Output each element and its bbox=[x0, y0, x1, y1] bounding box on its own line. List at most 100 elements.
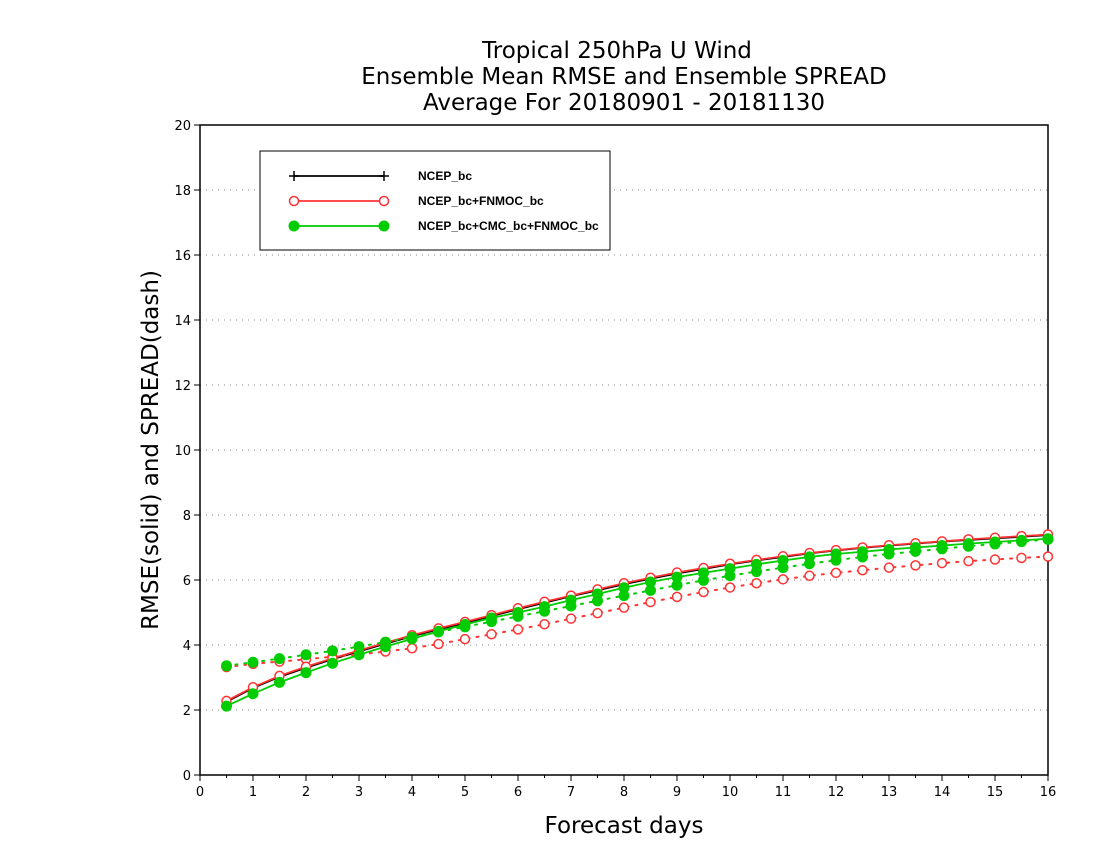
rmse-point bbox=[406, 633, 418, 645]
series-layer bbox=[221, 529, 1054, 712]
rmse-point bbox=[910, 542, 921, 553]
x-tick-label: 13 bbox=[881, 785, 898, 800]
x-tick-label: 5 bbox=[461, 785, 469, 800]
title-line-2: Ensemble Mean RMSE and Ensemble SPREAD bbox=[361, 64, 886, 90]
y-axis-label: RMSE(solid) and SPREAD(dash) bbox=[138, 270, 164, 630]
y-tick-label: 2 bbox=[183, 704, 191, 719]
legend-marker bbox=[379, 171, 389, 181]
spread-point bbox=[910, 560, 921, 571]
spread-point bbox=[989, 554, 1001, 565]
legend-marker bbox=[288, 220, 300, 232]
x-tick-label: 10 bbox=[722, 785, 739, 800]
rmse-point bbox=[645, 576, 656, 588]
rmse-line bbox=[226, 537, 1049, 707]
y-tick-label: 12 bbox=[174, 379, 191, 394]
spread-line bbox=[225, 538, 1049, 667]
rmse-point bbox=[777, 555, 789, 566]
rmse-point bbox=[724, 563, 736, 575]
rmse-point bbox=[459, 619, 471, 631]
spread-point bbox=[936, 557, 948, 569]
rmse-point bbox=[1016, 534, 1027, 546]
series-2 bbox=[221, 529, 1054, 707]
y-tick-label: 20 bbox=[174, 119, 191, 134]
rmse-point bbox=[804, 551, 815, 563]
rmse-point bbox=[221, 700, 232, 712]
legend: NCEP_bc NCEP_bc+FNMOC_bc NCEP_bc+CMC_bc+FN… bbox=[259, 150, 611, 251]
rmse-point bbox=[1042, 533, 1054, 545]
spread-point bbox=[539, 618, 550, 630]
spread-point bbox=[883, 562, 895, 573]
legend-label: NCEP_bc+FNMOC_bc bbox=[418, 194, 544, 208]
rmse-point bbox=[963, 538, 974, 550]
spread-point bbox=[221, 660, 232, 672]
spread-point bbox=[1042, 551, 1054, 562]
spread-point bbox=[327, 645, 338, 657]
rmse-point bbox=[274, 676, 285, 688]
rmse-point bbox=[353, 649, 365, 661]
rmse-line bbox=[226, 533, 1049, 702]
spread-point bbox=[1016, 552, 1027, 564]
x-tick-label: 16 bbox=[1040, 785, 1057, 800]
spread-point bbox=[671, 591, 683, 603]
y-tick-label: 14 bbox=[174, 314, 191, 329]
rmse-point bbox=[300, 667, 312, 679]
legend-marker bbox=[288, 195, 300, 207]
x-tick-label: 11 bbox=[775, 785, 792, 800]
rmse-point bbox=[857, 546, 868, 558]
x-tick-label: 0 bbox=[196, 785, 204, 800]
spread-point bbox=[512, 624, 524, 635]
y-tick-label: 18 bbox=[174, 184, 191, 199]
x-tick-label: 3 bbox=[355, 785, 363, 800]
legend-marker bbox=[378, 195, 390, 207]
legend-label: NCEP_bc bbox=[418, 169, 472, 183]
rmse-point bbox=[592, 588, 603, 600]
rmse-point bbox=[512, 607, 524, 618]
spread-point bbox=[724, 582, 736, 593]
legend-marker bbox=[289, 171, 299, 181]
y-tick-label: 4 bbox=[183, 639, 191, 654]
x-axis-label: Forecast days bbox=[545, 813, 704, 839]
legend-marker bbox=[378, 220, 390, 232]
x-tick-label: 7 bbox=[567, 785, 575, 800]
y-tick-label: 8 bbox=[183, 509, 191, 524]
rmse-point bbox=[671, 571, 683, 583]
spread-point bbox=[565, 613, 577, 624]
rmse-point bbox=[380, 641, 391, 653]
spread-point bbox=[459, 633, 471, 645]
chart-title: Tropical 250hPa U Wind Ensemble Mean RMS… bbox=[361, 38, 886, 116]
spread-point bbox=[698, 586, 709, 598]
legend-item: NCEP_bc bbox=[289, 169, 472, 183]
spread-point bbox=[777, 574, 789, 585]
spread-line bbox=[225, 555, 1049, 669]
legend-item: NCEP_bc+CMC_bc+FNMOC_bc bbox=[288, 219, 599, 233]
spread-point bbox=[804, 570, 815, 582]
rmse-point bbox=[433, 625, 444, 637]
rmse-point bbox=[830, 548, 842, 560]
rmse-point bbox=[247, 688, 259, 700]
title-line-1: Tropical 250hPa U Wind bbox=[481, 38, 752, 64]
x-tick-label: 9 bbox=[673, 785, 681, 800]
x-tick-label: 8 bbox=[620, 785, 628, 800]
rmse-point bbox=[883, 543, 895, 555]
y-tick-label: 6 bbox=[183, 574, 191, 589]
rmse-point bbox=[565, 594, 577, 606]
spread-point bbox=[592, 607, 603, 619]
spread-point bbox=[433, 638, 444, 650]
rmse-point bbox=[698, 567, 709, 579]
grid bbox=[200, 189, 1048, 711]
rmse-point bbox=[751, 558, 762, 570]
x-tick-label: 4 bbox=[408, 785, 416, 800]
rmse-point bbox=[539, 601, 550, 613]
spread-point bbox=[857, 565, 868, 576]
x-tick-label: 6 bbox=[514, 785, 522, 800]
spread-point bbox=[247, 656, 259, 668]
spread-point bbox=[486, 629, 497, 640]
series-1 bbox=[221, 530, 1053, 707]
legend-label: NCEP_bc+CMC_bc+FNMOC_bc bbox=[418, 219, 599, 233]
rmse-point bbox=[936, 540, 948, 552]
rmse-point bbox=[327, 657, 338, 669]
y-tick-label: 10 bbox=[174, 444, 191, 459]
x-tick-label: 12 bbox=[828, 785, 845, 800]
